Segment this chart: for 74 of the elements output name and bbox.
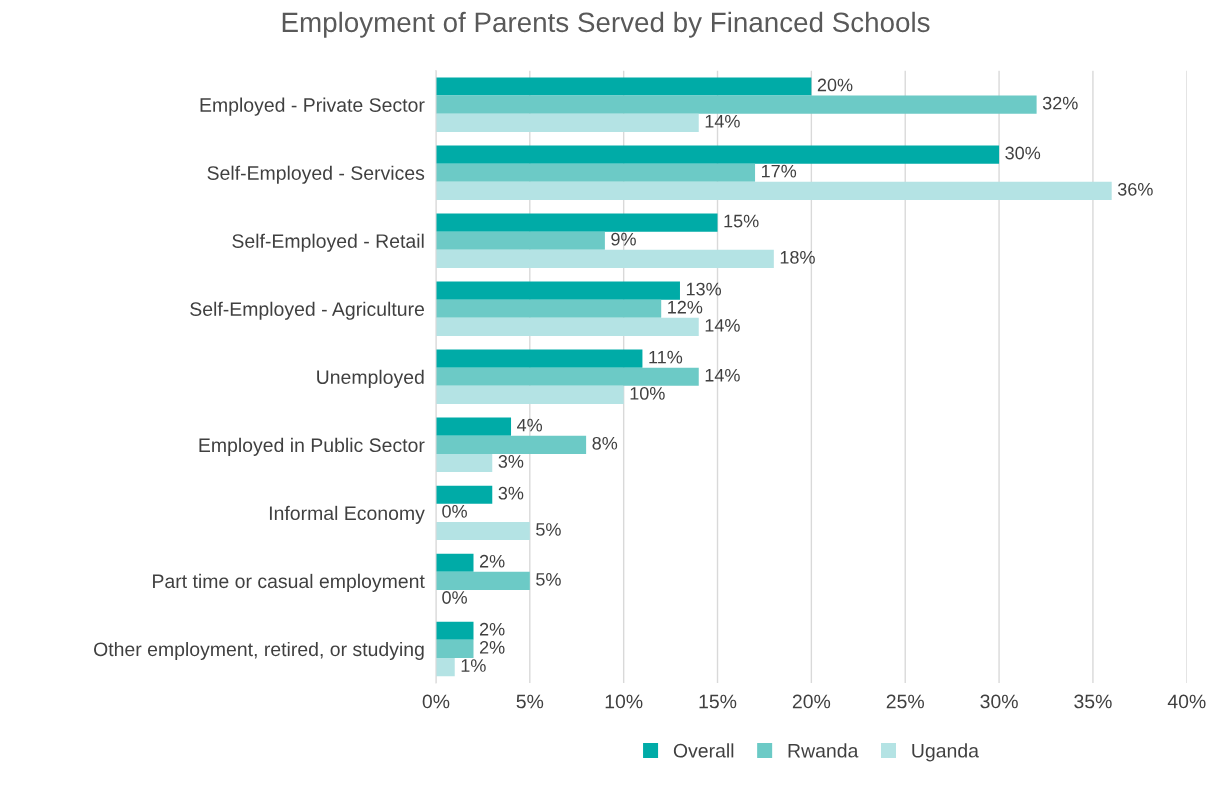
y-tick-label: Self-Employed - Retail (232, 233, 424, 252)
bar (435, 299, 662, 318)
bar (435, 95, 1037, 114)
x-tick-label: 15% (699, 694, 737, 709)
x-tick-label: 40% (1167, 694, 1206, 709)
data-label: 18% (780, 250, 815, 264)
bar (435, 621, 474, 640)
legend-label: Overall (673, 743, 734, 758)
x-tick-label: 20% (792, 694, 831, 709)
data-label: 0% (442, 591, 467, 604)
x-tick-label: 5% (516, 694, 544, 709)
data-label: 14% (705, 114, 740, 128)
y-tick-label: Unemployed (317, 369, 424, 388)
bar (435, 485, 493, 504)
bar (435, 571, 530, 590)
x-tick-label: 25% (886, 694, 924, 709)
bar (435, 77, 812, 96)
data-label: 15% (724, 214, 759, 228)
bar (435, 281, 680, 300)
data-label: 10% (630, 387, 665, 400)
x-tick-label: 35% (1074, 694, 1112, 709)
data-label: 5% (536, 573, 561, 586)
bar (435, 453, 493, 473)
bar (435, 163, 756, 182)
y-tick-label: Employed - Private Sector (200, 97, 425, 116)
bar (435, 521, 530, 541)
data-label: 3% (498, 455, 524, 468)
bar (435, 367, 699, 386)
data-label: 1% (461, 659, 486, 672)
bar (435, 113, 699, 132)
y-tick-label: Self-Employed - Agriculture (190, 301, 424, 320)
data-label: 2% (479, 554, 505, 568)
y-tick-label: Self-Employed - Services (207, 165, 425, 184)
bar (435, 213, 718, 232)
data-label: 5% (536, 523, 561, 536)
chart-title: Employment of Parents Served by Financed Schools (282, 11, 930, 38)
bar (435, 553, 474, 572)
data-label: 11% (649, 350, 683, 364)
data-label: 30% (1005, 146, 1041, 160)
data-label: 13% (686, 282, 722, 296)
bar (435, 658, 455, 677)
bar (435, 317, 699, 336)
bar (435, 417, 512, 436)
x-tick-label: 10% (605, 694, 643, 709)
bar (435, 639, 474, 658)
data-label: 9% (611, 232, 636, 246)
data-label: 3% (498, 486, 524, 500)
bar (435, 145, 1000, 164)
data-label: 36% (1117, 182, 1153, 196)
bar (435, 385, 624, 405)
data-label: 32% (1042, 96, 1078, 110)
data-label: 0% (442, 504, 467, 518)
y-tick-label: Part time or casual employment (153, 573, 425, 592)
bar (435, 231, 605, 250)
y-tick-label: Employed in Public Sector (199, 437, 425, 456)
x-tick-label: 30% (980, 694, 1018, 709)
bar (435, 249, 774, 268)
data-label: 2% (479, 622, 505, 636)
legend-label: Uganda (912, 743, 979, 762)
data-label: 2% (479, 640, 505, 654)
data-label: 4% (517, 418, 543, 432)
y-tick-label: Other employment, retired, or studying (94, 641, 424, 661)
data-label: 12% (668, 300, 703, 314)
data-label: 8% (592, 436, 618, 450)
data-label: 14% (705, 319, 740, 332)
bar (435, 349, 643, 368)
y-tick-label: Informal Economy (269, 505, 425, 524)
legend-label: Rwanda (788, 743, 859, 758)
data-label: 14% (705, 368, 740, 382)
x-tick-label: 0% (422, 694, 450, 709)
bar (435, 181, 1112, 200)
data-label: 20% (817, 78, 853, 92)
bar (435, 435, 587, 454)
data-label: 17% (761, 164, 797, 178)
